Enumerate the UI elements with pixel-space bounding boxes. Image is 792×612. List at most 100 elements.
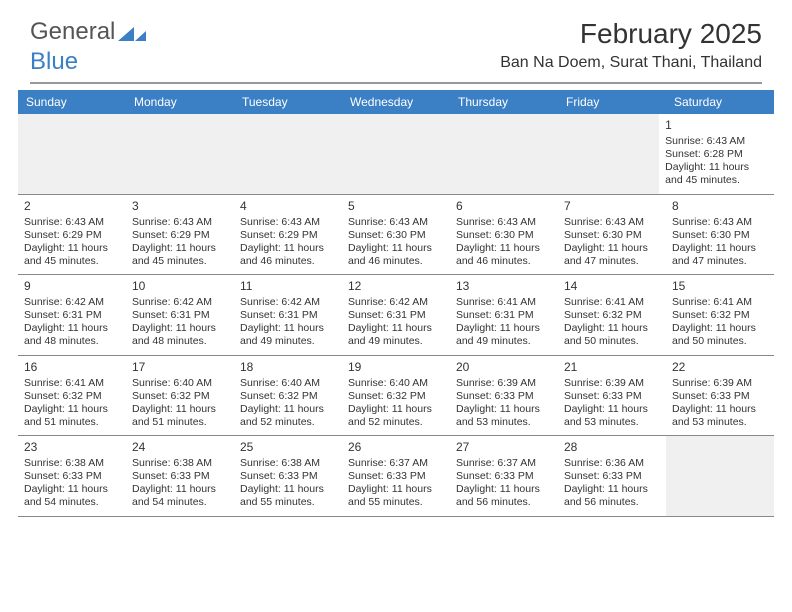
daylight-line: and 46 minutes.	[348, 255, 444, 268]
header-divider	[30, 82, 762, 84]
day-number: 22	[672, 360, 768, 375]
daylight-line: Daylight: 11 hours	[456, 403, 552, 416]
daylight-line: Daylight: 11 hours	[348, 483, 444, 496]
daylight-line: and 49 minutes.	[456, 335, 552, 348]
sunrise-line: Sunrise: 6:38 AM	[24, 457, 120, 470]
daylight-line: Daylight: 11 hours	[672, 403, 768, 416]
day-header-fri: Friday	[558, 90, 666, 114]
daylight-line: and 53 minutes.	[456, 416, 552, 429]
day-number: 20	[456, 360, 552, 375]
day-cell: 6 Sunrise: 6:43 AMSunset: 6:30 PMDaylight…	[450, 195, 558, 275]
day-cell: 16Sunrise: 6:41 AMSunset: 6:32 PMDayligh…	[18, 356, 126, 436]
week-row: 1Sunrise: 6:43 AMSunset: 6:28 PMDaylight…	[18, 114, 774, 195]
daylight-line: and 46 minutes.	[240, 255, 336, 268]
day-number: 25	[240, 440, 336, 455]
day-cell: 23Sunrise: 6:38 AMSunset: 6:33 PMDayligh…	[18, 436, 126, 516]
day-cell	[125, 114, 232, 194]
day-number: 14	[564, 279, 660, 294]
sunset-line: Sunset: 6:33 PM	[240, 470, 336, 483]
sunset-line: Sunset: 6:33 PM	[456, 390, 552, 403]
sunset-line: Sunset: 6:29 PM	[24, 229, 120, 242]
day-number: 26	[348, 440, 444, 455]
day-number: 1	[665, 118, 768, 133]
sunset-line: Sunset: 6:31 PM	[24, 309, 120, 322]
day-cell: 4Sunrise: 6:43 AMSunset: 6:29 PMDaylight…	[234, 195, 342, 275]
daylight-line: and 56 minutes.	[456, 496, 552, 509]
day-number: 2	[24, 199, 120, 214]
day-number: 6	[456, 199, 552, 214]
header: General February 2025 Ban Na Doem, Surat…	[0, 0, 792, 78]
month-title: February 2025	[500, 18, 762, 50]
sunrise-line: Sunrise: 6:43 AM	[456, 216, 552, 229]
sunrise-line: Sunrise: 6:40 AM	[348, 377, 444, 390]
daylight-line: Daylight: 11 hours	[564, 242, 660, 255]
daylight-line: and 50 minutes.	[564, 335, 660, 348]
daylight-line: and 45 minutes.	[665, 174, 768, 187]
day-header-wed: Wednesday	[342, 90, 450, 114]
sunrise-line: Sunrise: 6:43 AM	[240, 216, 336, 229]
sunset-line: Sunset: 6:30 PM	[564, 229, 660, 242]
daylight-line: and 52 minutes.	[348, 416, 444, 429]
day-cell: 18Sunrise: 6:40 AMSunset: 6:32 PMDayligh…	[234, 356, 342, 436]
daylight-line: Daylight: 11 hours	[24, 322, 120, 335]
day-cell: 11Sunrise: 6:42 AMSunset: 6:31 PMDayligh…	[234, 275, 342, 355]
day-number: 3	[132, 199, 228, 214]
sunrise-line: Sunrise: 6:38 AM	[132, 457, 228, 470]
week-row: 2Sunrise: 6:43 AMSunset: 6:29 PMDaylight…	[18, 195, 774, 276]
day-number: 23	[24, 440, 120, 455]
sunrise-line: Sunrise: 6:43 AM	[672, 216, 768, 229]
day-cell: 21Sunrise: 6:39 AMSunset: 6:33 PMDayligh…	[558, 356, 666, 436]
day-cell	[552, 114, 659, 194]
sunrise-line: Sunrise: 6:39 AM	[564, 377, 660, 390]
sunset-line: Sunset: 6:32 PM	[24, 390, 120, 403]
week-row: 23Sunrise: 6:38 AMSunset: 6:33 PMDayligh…	[18, 436, 774, 517]
daylight-line: and 52 minutes.	[240, 416, 336, 429]
sunrise-line: Sunrise: 6:41 AM	[564, 296, 660, 309]
day-cell: 24Sunrise: 6:38 AMSunset: 6:33 PMDayligh…	[126, 436, 234, 516]
day-number: 12	[348, 279, 444, 294]
daylight-line: Daylight: 11 hours	[348, 403, 444, 416]
day-number: 27	[456, 440, 552, 455]
day-cell: 14Sunrise: 6:41 AMSunset: 6:32 PMDayligh…	[558, 275, 666, 355]
sunset-line: Sunset: 6:33 PM	[456, 470, 552, 483]
location-label: Ban Na Doem, Surat Thani, Thailand	[500, 54, 762, 72]
day-cell: 9Sunrise: 6:42 AMSunset: 6:31 PMDaylight…	[18, 275, 126, 355]
day-number: 19	[348, 360, 444, 375]
sunrise-line: Sunrise: 6:39 AM	[456, 377, 552, 390]
brand-word1: General	[30, 18, 115, 46]
sunset-line: Sunset: 6:30 PM	[456, 229, 552, 242]
sunset-line: Sunset: 6:32 PM	[348, 390, 444, 403]
daylight-line: Daylight: 11 hours	[456, 242, 552, 255]
day-cell: 3Sunrise: 6:43 AMSunset: 6:29 PMDaylight…	[126, 195, 234, 275]
day-number: 17	[132, 360, 228, 375]
daylight-line: and 50 minutes.	[672, 335, 768, 348]
brand-triangle-icon	[118, 23, 146, 41]
daylight-line: and 48 minutes.	[132, 335, 228, 348]
sunset-line: Sunset: 6:29 PM	[240, 229, 336, 242]
daylight-line: and 45 minutes.	[132, 255, 228, 268]
sunrise-line: Sunrise: 6:42 AM	[132, 296, 228, 309]
day-number: 8	[672, 199, 768, 214]
sunrise-line: Sunrise: 6:43 AM	[348, 216, 444, 229]
day-cell: 7Sunrise: 6:43 AMSunset: 6:30 PMDaylight…	[558, 195, 666, 275]
daylight-line: Daylight: 11 hours	[564, 483, 660, 496]
day-cell	[666, 436, 774, 516]
daylight-line: Daylight: 11 hours	[564, 403, 660, 416]
daylight-line: Daylight: 11 hours	[24, 483, 120, 496]
sunset-line: Sunset: 6:33 PM	[564, 470, 660, 483]
daylight-line: Daylight: 11 hours	[348, 242, 444, 255]
daylight-line: Daylight: 11 hours	[564, 322, 660, 335]
daylight-line: Daylight: 11 hours	[240, 242, 336, 255]
sunrise-line: Sunrise: 6:43 AM	[24, 216, 120, 229]
sunrise-line: Sunrise: 6:36 AM	[564, 457, 660, 470]
day-cell: 1Sunrise: 6:43 AMSunset: 6:28 PMDaylight…	[659, 114, 774, 194]
daylight-line: and 49 minutes.	[240, 335, 336, 348]
day-header-mon: Monday	[126, 90, 234, 114]
day-number: 16	[24, 360, 120, 375]
daylight-line: Daylight: 11 hours	[132, 403, 228, 416]
day-cell: 8Sunrise: 6:43 AMSunset: 6:30 PMDaylight…	[666, 195, 774, 275]
daylight-line: Daylight: 11 hours	[348, 322, 444, 335]
day-cell	[445, 114, 552, 194]
day-cell: 15Sunrise: 6:41 AMSunset: 6:32 PMDayligh…	[666, 275, 774, 355]
sunrise-line: Sunrise: 6:43 AM	[132, 216, 228, 229]
